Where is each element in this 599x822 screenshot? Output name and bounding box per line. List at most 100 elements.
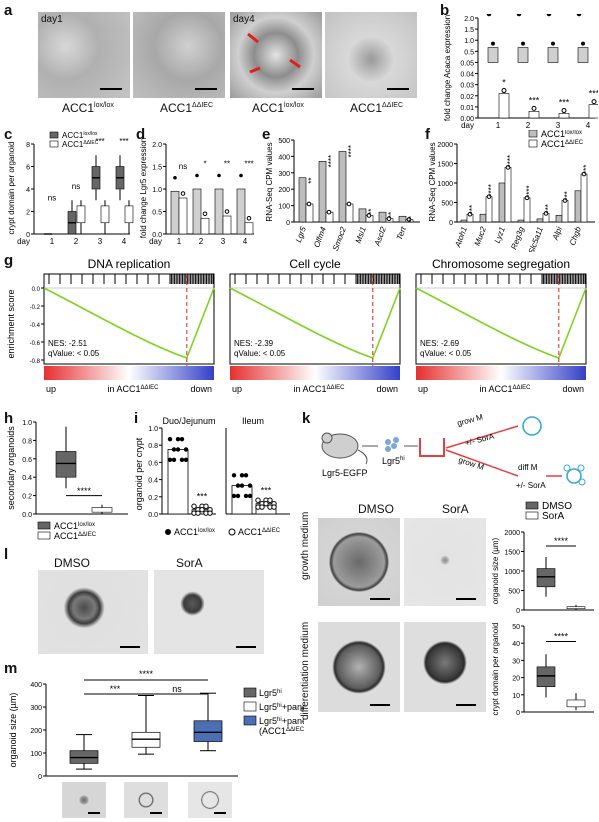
scalebar <box>292 88 314 90</box>
y-tick-label: 2.0 <box>152 142 162 149</box>
sig-label: *** <box>119 137 128 146</box>
x-axis-label: day <box>149 237 162 246</box>
arrow-icons <box>247 32 301 74</box>
scalebar <box>370 704 390 706</box>
legend-label: ACC1ΔΔIEC <box>54 531 97 541</box>
data-point <box>546 14 552 17</box>
column-label-sora-l: SorA <box>176 556 203 570</box>
legend-label: Lgr5hi+paneth <box>259 702 304 712</box>
data-point <box>255 497 261 503</box>
data-point <box>467 211 473 217</box>
nes-label: NES: -2.39 <box>234 339 274 348</box>
sig-label: ** <box>224 160 230 169</box>
data-point <box>505 165 511 170</box>
y-tick-label: 0.6 <box>22 457 32 464</box>
y-tick-label: 0 <box>449 220 453 227</box>
data-point <box>171 457 177 463</box>
bar-ctrl <box>378 211 387 223</box>
chart-b: fold change Acaca expression 0.00 0.01 0.02… <box>443 14 598 130</box>
legend-swatch <box>525 511 539 520</box>
caption-ko-a1: ACC1ΔΔIEC <box>160 101 214 115</box>
bar-ko <box>222 215 232 235</box>
y-axis-label: organoid per crypt <box>134 437 144 510</box>
x-tick-label: 4 <box>243 237 248 246</box>
ranked-gradient <box>230 366 400 380</box>
legend-label-2: (ACC1ΔΔIEC) <box>259 726 304 736</box>
data-point <box>231 493 237 499</box>
sig-label: ns <box>179 162 187 171</box>
qvalue-label: qValue: < 0.05 <box>48 349 100 358</box>
chart-g: enrichment score DNA replication NES: -2.5… <box>6 258 587 394</box>
y-tick-label: 0.2 <box>148 495 158 502</box>
x-tick-label: 1 <box>496 121 501 130</box>
legend-label: ACC1ΔΔIEC <box>62 140 99 149</box>
micrograph-day4-ko <box>325 12 417 98</box>
y-tick-label: 500 <box>441 201 453 208</box>
chart-h: secondary organoids 0.0 0.2 0.4 0.6 0.8 1.0 ***… <box>6 420 128 541</box>
panel-label-g: g <box>4 252 14 269</box>
box-sora <box>566 606 586 610</box>
x-tick-label: 4 <box>586 121 591 130</box>
workflow-diagram-k: Lgr5-EGFP Lgr5hi grow M +/- SorA grow M … <box>321 412 586 490</box>
chart-c: crypt domain per organoid 0 2 4 6 8 ns 1 ns 2 *** 3… <box>7 131 134 246</box>
y-tick-label: -0.2 <box>30 305 41 311</box>
bar-ko <box>485 196 493 223</box>
x-tick-label: Lgr5 <box>294 225 308 244</box>
y-tick-label: 0 <box>286 220 290 227</box>
label-grow-m-2: grow M <box>457 455 485 472</box>
sig-label: **** <box>347 145 356 157</box>
gsea-title: DNA replication <box>88 258 171 271</box>
chart-f: RNA-Seq CPM values 0 500 1000 1500 2000 *** Ato… <box>428 130 595 252</box>
y-tick-label: 50 <box>512 624 520 631</box>
column-label-sora-k: SorA <box>442 502 469 516</box>
x-tick-label: Muc2 <box>473 225 488 247</box>
x-tick-label: 2 <box>199 237 204 246</box>
data-point <box>326 209 332 215</box>
y-tick-label: 0 <box>516 608 520 615</box>
y-tick-label: 0.8 <box>22 438 32 445</box>
y-axis-label: crypt domain per organoid <box>7 142 16 235</box>
data-point <box>173 175 177 180</box>
data-point <box>531 105 537 111</box>
label-sora-1: +/- SorA <box>464 431 496 448</box>
qvalue-label: qValue: < 0.05 <box>234 349 286 358</box>
bar-ctrl <box>298 177 307 223</box>
y-axis-label: fold change Acaca expression <box>443 15 452 121</box>
sig-label: **** <box>554 631 569 641</box>
y-tick-label: 500 <box>508 589 520 596</box>
gsea-title: Cell cycle <box>289 258 341 271</box>
micrograph-k-diff-dmso <box>318 622 400 712</box>
y-tick-label: 0.5 <box>464 49 474 56</box>
data-point <box>167 457 173 463</box>
sig-label: *** <box>468 205 477 214</box>
y-tick-label: 20 <box>512 676 520 683</box>
data-point <box>195 173 199 178</box>
bar-ko <box>523 197 531 223</box>
data-point <box>581 41 585 46</box>
box <box>193 720 223 742</box>
y-tick-label: 1500 <box>504 550 520 557</box>
y-tick-label: 0.5 <box>152 210 162 217</box>
data-point <box>180 191 186 196</box>
sig-label: ** <box>387 212 396 218</box>
data-point <box>243 473 249 478</box>
sig-label: *** <box>197 491 208 501</box>
scalebar <box>456 704 476 706</box>
x-tick-label: Alpi <box>551 225 564 242</box>
y-tick-label: 40 <box>512 641 520 648</box>
data-point <box>247 493 253 499</box>
sig-label: ns <box>172 684 182 694</box>
micrograph-m-1 <box>62 782 106 818</box>
sig-label: *** <box>559 98 570 108</box>
data-point <box>386 216 392 222</box>
gsea-frame <box>415 273 587 365</box>
in-label: in ACC1ΔΔIEC <box>107 384 159 394</box>
sig-label: ** <box>367 209 376 215</box>
bar-ko <box>561 200 569 223</box>
data-point <box>247 483 253 488</box>
data-point <box>243 493 249 499</box>
data-point <box>562 198 568 203</box>
bar-ctrl <box>479 213 487 223</box>
y-tick-label: 1.0 <box>152 187 162 194</box>
y-tick-label: 8 <box>26 142 30 149</box>
